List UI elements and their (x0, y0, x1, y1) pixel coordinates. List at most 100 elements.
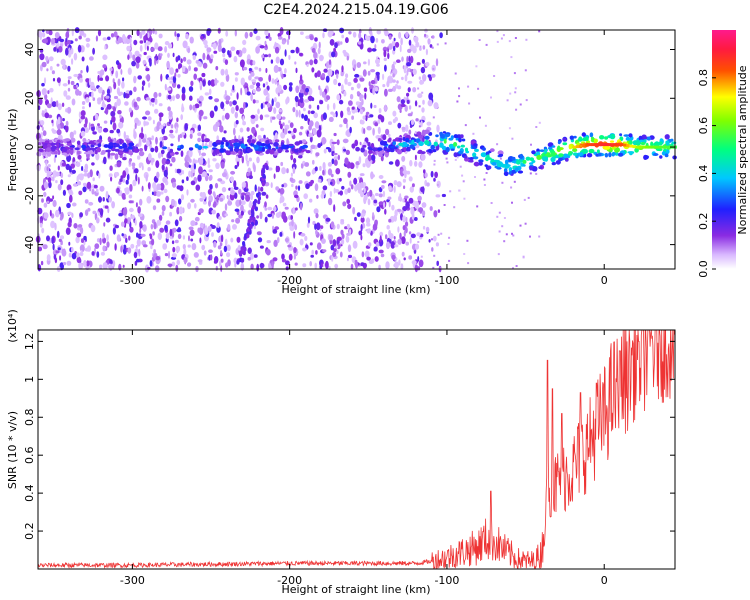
spectrogram-cell (604, 136, 609, 140)
spectrogram-cell (573, 152, 578, 156)
spectrogram-cell (347, 244, 352, 253)
spectrogram-cell (392, 61, 397, 65)
spectrogram-cell (127, 67, 132, 75)
spectrogram-cell (399, 44, 402, 53)
spectrogram-cell (500, 37, 503, 40)
spectrogram-cell (146, 41, 151, 45)
spectrogram-cell (272, 257, 278, 262)
spectrogram-cell (524, 222, 527, 225)
spectrogram-cell (156, 183, 162, 191)
spectrogram-cell (183, 257, 188, 264)
spectrogram-cell (118, 91, 124, 96)
spectrogram-cell (233, 180, 237, 189)
spectrogram-cell (336, 250, 339, 254)
spectrogram-cell (47, 164, 51, 168)
spectrogram-cell (112, 122, 117, 131)
spectrogram-cell (154, 42, 159, 50)
spectrogram-cell (105, 217, 111, 223)
spectrogram-cell (517, 170, 524, 174)
spectrogram-cell (399, 168, 405, 177)
spectrogram-cell (341, 185, 345, 190)
spectrogram-cell (129, 207, 134, 213)
spectrogram-cell (501, 181, 504, 184)
spectrogram-cell (234, 262, 237, 268)
spectrogram-cell (446, 161, 449, 164)
spectrogram-cell (75, 236, 80, 244)
spectrogram-cell (363, 128, 366, 135)
spectrogram-cell (195, 184, 201, 191)
spectrogram-cell (116, 128, 121, 134)
spectrogram-cell (267, 167, 273, 171)
spectrogram-cell (266, 240, 271, 244)
spectrogram-cell (432, 266, 435, 269)
spectrogram-cell (110, 33, 115, 38)
spectrogram-cell (292, 166, 296, 174)
spectrogram-cell (141, 80, 146, 86)
spectrogram-cell (247, 218, 251, 224)
spectrogram-cell (393, 236, 396, 240)
spectrogram-cell (197, 132, 202, 137)
spectrogram-cell (213, 260, 218, 264)
spectrogram-cell (317, 47, 321, 55)
spectrogram-cell (274, 46, 280, 54)
spectrogram-cell (66, 39, 71, 45)
spectrogram-cell (325, 75, 330, 83)
spectrogram-cell (496, 143, 499, 146)
spectrogram-cell (373, 246, 378, 252)
spectrogram-cell (46, 103, 52, 109)
spectrogram-cell (38, 138, 43, 142)
spectrogram-cell (420, 255, 423, 258)
spectrogram-cell (511, 201, 513, 204)
spectrogram-cell (128, 200, 133, 204)
spectrogram-cell (260, 138, 266, 142)
spectrogram-cell (409, 144, 415, 149)
spectrogram-cell (80, 250, 83, 257)
spectrogram-cell (309, 261, 313, 267)
spectrogram-cell (139, 148, 144, 152)
colorbar-tick-label: 0.2 (697, 212, 710, 230)
spectrogram-cell (474, 176, 476, 178)
spectrogram-cell (407, 80, 413, 84)
spectrogram-cell (321, 91, 326, 98)
spectrogram-cell (257, 199, 261, 205)
spectrogram-cell (253, 28, 258, 34)
spectrogram-cell (645, 145, 649, 149)
spectrogram-cell (628, 139, 633, 145)
spectrogram-cell (180, 58, 183, 64)
spectrogram-cell (109, 263, 113, 271)
spectrogram-cell (57, 165, 60, 171)
spectrogram-cell (405, 137, 410, 143)
spectrogram-cell (394, 209, 398, 217)
spectrogram-cell (392, 73, 395, 78)
spectrogram-cell (403, 257, 406, 261)
spectrogram-cell (239, 199, 242, 206)
spectrogram-cell (295, 185, 298, 190)
spectrogram-cell (506, 99, 509, 102)
spectrogram-cell (153, 221, 157, 230)
spectrogram-cell (254, 114, 259, 122)
spectrogram-cell (325, 217, 331, 222)
spectrogram-cell (227, 224, 231, 231)
spectrogram-cell (256, 82, 261, 88)
spectrogram-cell (158, 214, 163, 221)
spectrogram-cell (204, 92, 210, 96)
spectrogram-cell (65, 120, 69, 127)
spectrogram-cell (97, 29, 102, 37)
spectrogram-cell (241, 47, 247, 54)
spectrogram-cell (499, 157, 502, 160)
spectrogram-cell (139, 198, 143, 206)
spectrogram-cell (64, 138, 71, 142)
spectrogram-cell (611, 152, 615, 157)
spectrogram-cell (71, 58, 74, 65)
spectrogram-cell (339, 190, 344, 196)
spectrogram-cell (468, 159, 474, 163)
spectrogram-cell (354, 216, 357, 222)
spectrogram-cell (132, 166, 136, 170)
spectrogram-cell (543, 146, 548, 150)
spectrogram-cell (396, 96, 401, 103)
spectrogram-cell (209, 110, 215, 119)
snr-ytick-label: 0.6 (23, 446, 36, 464)
snr-ytick-label: 0.8 (23, 409, 36, 427)
spectrogram-cell (54, 31, 60, 39)
spectrogram-cell (288, 253, 293, 261)
